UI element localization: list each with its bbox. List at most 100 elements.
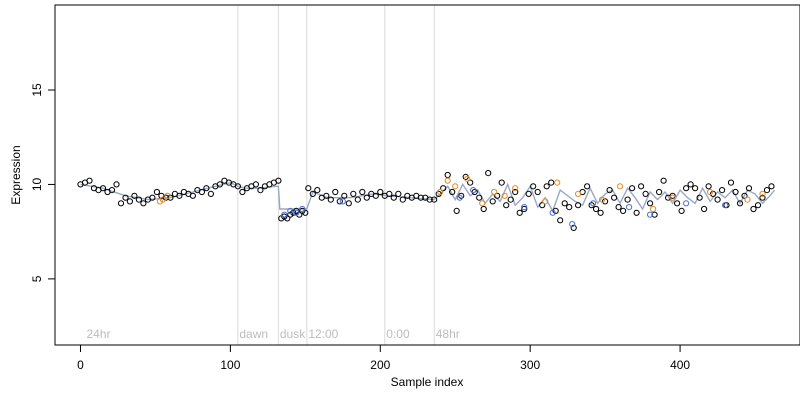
data-point: [287, 207, 294, 214]
data-point: [467, 179, 474, 186]
data-point: [557, 217, 564, 224]
data-point: [131, 192, 138, 199]
data-point: [597, 209, 604, 216]
data-point: [281, 213, 288, 220]
data-point: [386, 190, 393, 197]
data-point: [339, 198, 346, 205]
data-point: [705, 183, 712, 190]
data-point: [426, 196, 433, 203]
data-point: [759, 190, 766, 197]
x-tick-label: 100: [220, 358, 240, 372]
data-point: [444, 177, 451, 184]
data-point: [569, 221, 576, 228]
data-point: [275, 177, 282, 184]
y-tick-label: 5: [30, 275, 44, 282]
data-point: [678, 207, 685, 214]
data-point: [479, 200, 486, 207]
data-point: [444, 171, 451, 179]
data-point: [323, 192, 330, 199]
data-point: [281, 211, 288, 218]
data-point: [332, 188, 339, 196]
data-point: [727, 179, 735, 186]
data-point: [656, 188, 663, 196]
data-point: [638, 183, 645, 190]
data-point: [491, 188, 498, 196]
data-point: [548, 179, 555, 186]
data-point: [149, 194, 156, 201]
data-point: [122, 194, 129, 201]
fit-line-group: [80, 181, 776, 213]
annotation-label: 0:00: [386, 327, 410, 341]
data-point: [732, 188, 739, 196]
data-point: [647, 211, 654, 218]
data-point: [624, 196, 631, 203]
data-point: [140, 200, 147, 207]
data-point: [501, 192, 508, 199]
data-point: [452, 183, 459, 190]
data-point: [135, 196, 142, 203]
data-point: [768, 183, 775, 190]
fit-line: [80, 181, 776, 213]
data-point: [633, 209, 640, 216]
data-point: [615, 204, 622, 211]
y-axis-label: Expression: [9, 145, 23, 204]
data-point: [108, 187, 116, 194]
data-point: [456, 194, 463, 201]
data-point: [744, 196, 751, 203]
data-point: [642, 190, 649, 197]
data-point: [626, 204, 633, 211]
data-point: [629, 185, 636, 192]
data-point: [207, 190, 214, 197]
x-axis: 0 100 200 300 400: [77, 344, 690, 372]
data-point: [203, 185, 210, 192]
data-point: [542, 198, 549, 205]
annotation-labels: 24hr dawn dusk 12:00 0:00 48hr: [86, 327, 459, 341]
data-point: [431, 196, 438, 203]
data-point: [99, 185, 107, 192]
data-point: [669, 192, 676, 199]
x-tick-label: 200: [370, 358, 390, 372]
data-point: [707, 188, 714, 196]
data-point: [359, 188, 366, 196]
data-point: [314, 187, 321, 194]
data-point: [216, 181, 223, 188]
data-point: [566, 204, 573, 211]
data-point: [521, 204, 528, 211]
data-point: [293, 207, 300, 214]
y-axis: 5 10 15: [30, 83, 56, 282]
data-point: [521, 205, 528, 213]
data-point: [593, 205, 600, 213]
annotation-label: dusk: [280, 327, 306, 341]
data-point: [516, 209, 523, 216]
y-tick-label: 10: [30, 177, 44, 191]
data-point: [305, 185, 312, 192]
data-point: [570, 224, 577, 231]
data-point: [302, 209, 309, 216]
data-point: [390, 194, 397, 201]
data-point: [754, 202, 762, 209]
data-point: [617, 183, 624, 190]
data-point: [606, 187, 613, 194]
data-point: [198, 188, 205, 196]
data-point: [525, 190, 532, 197]
data-point: [494, 192, 501, 199]
data-point: [750, 205, 757, 213]
data-point: [299, 205, 306, 213]
data-point: [372, 192, 379, 199]
data-point: [669, 194, 676, 201]
data-point: [650, 205, 657, 213]
data-point: [554, 179, 561, 186]
annotation-label: 12:00: [308, 327, 338, 341]
data-point: [453, 207, 460, 214]
data-point: [126, 198, 133, 205]
data-point: [736, 200, 744, 207]
data-point: [309, 190, 316, 197]
data-point: [683, 200, 690, 207]
data-point: [539, 202, 546, 209]
data-point: [512, 185, 519, 192]
data-point: [584, 183, 591, 190]
data-point: [489, 198, 496, 205]
data-point: [687, 181, 694, 188]
data-point: [498, 179, 505, 186]
